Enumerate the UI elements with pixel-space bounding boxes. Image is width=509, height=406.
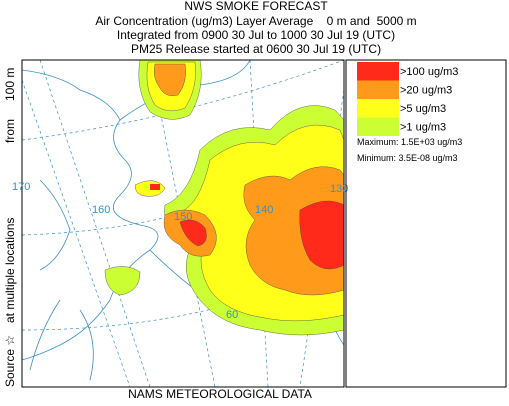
legend-label: >100 ug/m3 — [400, 66, 458, 78]
legend-swatch — [357, 80, 399, 99]
header-line: Air Concentration (ug/m3) Layer Average … — [95, 14, 416, 28]
legend-label: >20 ug/m3 — [400, 85, 452, 97]
legend-maximum: Maximum: 1.5E+03 ug/m3 — [357, 137, 462, 147]
longitude-label: 150 — [174, 211, 192, 223]
map: 170 160 150 140 130 60 — [12, 59, 348, 388]
side-label-part: 100 m — [3, 68, 17, 101]
legend-swatch — [357, 99, 399, 118]
title: NWS SMOKE FORECAST — [184, 0, 328, 13]
legend-label: >5 ug/m3 — [400, 103, 446, 115]
legend-minimum: Minimum: 3.5E-08 ug/m3 — [357, 153, 458, 163]
legend-label: >1 ug/m3 — [400, 122, 446, 134]
longitude-label: 130 — [330, 183, 348, 195]
legend-swatch — [357, 62, 399, 81]
longitude-label: 140 — [255, 204, 273, 216]
side-label-part: from — [3, 119, 17, 143]
map-frame — [21, 59, 345, 388]
header-line: PM25 Release started at 0600 30 Jul 19 (… — [131, 42, 381, 56]
latitude-label: 60 — [226, 309, 238, 321]
side-label-part: Source ☆ — [3, 335, 17, 387]
legend: Maximum: 1.5E+03 ug/m3 Minimum: 3.5E-08 … — [345, 59, 507, 388]
legend-frame — [345, 59, 507, 388]
side-label: Source ☆ at multiple locations from 100 … — [3, 68, 17, 387]
side-label-part: at multiple locations — [3, 218, 17, 323]
legend-swatch — [357, 117, 399, 136]
longitude-label: 160 — [92, 204, 110, 216]
header-line: Integrated from 0900 30 Jul to 1000 30 J… — [117, 28, 395, 42]
longitude-label: 170 — [12, 181, 30, 193]
footer: NAMS METEOROLOGICAL DATA — [128, 387, 312, 401]
